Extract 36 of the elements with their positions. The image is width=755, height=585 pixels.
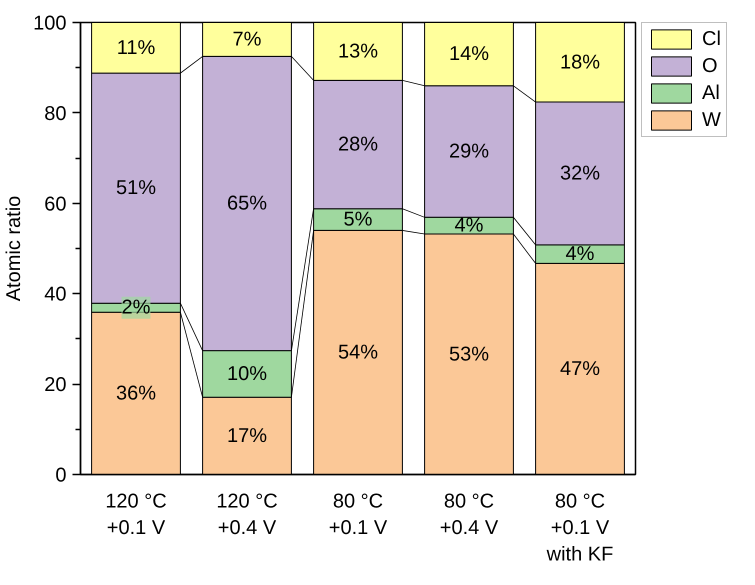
- x-tick-label: 120 °C +0.1 V: [105, 490, 167, 539]
- data-label: 13%: [338, 40, 378, 62]
- data-label: 54%: [338, 341, 378, 364]
- data-label: 5%: [344, 208, 373, 231]
- data-label: 7%: [232, 28, 262, 50]
- data-label: 2%: [122, 296, 151, 319]
- data-label: 51%: [116, 177, 156, 200]
- legend-label: Cl: [702, 27, 722, 51]
- data-label: 32%: [560, 162, 600, 184]
- x-tick-label: 120 °C +0.4 V: [216, 490, 278, 539]
- y-tick-label: 40: [44, 284, 67, 306]
- data-label: 4%: [454, 214, 484, 237]
- data-label: 18%: [560, 51, 600, 74]
- y-axis-title: Atomic ratio: [3, 196, 26, 302]
- data-label: 53%: [448, 343, 490, 366]
- data-label: 14%: [448, 43, 490, 66]
- y-tick-label: 20: [44, 374, 67, 396]
- x-tick-label: 80 °C +0.1 V with KF: [546, 490, 614, 566]
- data-label: 28%: [338, 134, 378, 156]
- data-label: 65%: [226, 192, 268, 215]
- data-label: 11%: [116, 36, 156, 59]
- y-tick-label: 80: [44, 102, 67, 125]
- legend-label: Al: [702, 81, 721, 105]
- y-tick-label: 0: [55, 464, 66, 486]
- y-tick-label: 60: [44, 193, 67, 216]
- data-label: 29%: [448, 140, 490, 163]
- legend-label: O: [702, 54, 719, 78]
- data-label: 17%: [226, 424, 268, 447]
- x-tick-label: 80 °C +0.4 V: [440, 490, 499, 539]
- data-label: 36%: [116, 382, 156, 404]
- legend-label: W: [702, 108, 722, 132]
- x-tick-label: 80 °C +0.1 V: [328, 490, 388, 539]
- data-label: 47%: [560, 358, 600, 380]
- data-label: 10%: [226, 362, 268, 385]
- y-tick-label: 100: [33, 12, 67, 34]
- data-label: 4%: [566, 243, 595, 266]
